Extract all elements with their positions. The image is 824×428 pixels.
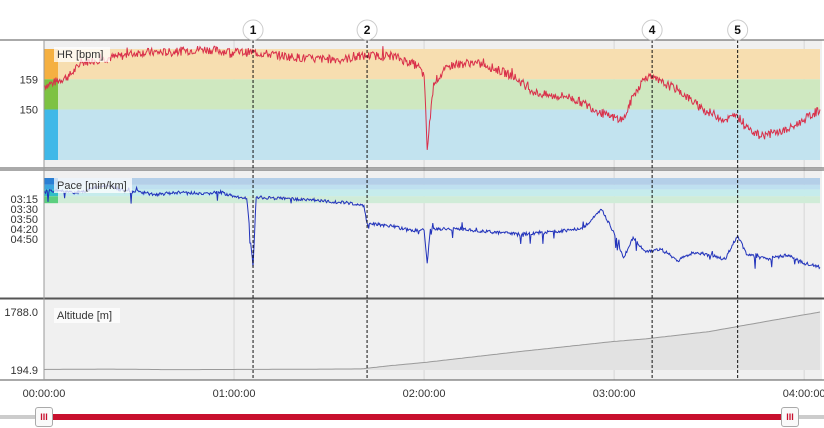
- pace-tick-label: 04:50: [10, 234, 38, 246]
- pace-zone-bar-1: [44, 184, 58, 190]
- pace-tick-label: 04:20: [10, 224, 38, 236]
- hr-zone-bar-2: [44, 109, 58, 160]
- right-range-handle[interactable]: III: [781, 407, 799, 427]
- pace-zone-bar-0: [44, 178, 58, 185]
- hr-tick-label: 150: [20, 105, 38, 117]
- x-axis-ticks: 00:00:00 01:00:00 02:00:00 03:00:00 04:00:00: [23, 388, 824, 400]
- pace-panel-title: Pace [min/km]: [57, 180, 127, 192]
- pace-tick-label: 03:50: [10, 214, 38, 226]
- pace-series-line: [43, 182, 821, 270]
- marker-label-1[interactable]: 1: [250, 23, 257, 37]
- hr-zone-0: [44, 49, 820, 80]
- range-scrollbar[interactable]: III III: [0, 404, 824, 428]
- x-tick-label: 00:00:00: [23, 388, 66, 400]
- pace-tick-label: 03:30: [10, 204, 38, 216]
- lap-markers[interactable]: 1 2 4 5: [242, 19, 749, 380]
- marker-label-5[interactable]: 5: [734, 23, 741, 37]
- hr-title-bg: [54, 47, 110, 62]
- x-tick-label: 01:00:00: [213, 388, 256, 400]
- pace-zone-bar-2: [44, 189, 58, 197]
- pace-zone-bar-3: [44, 196, 58, 204]
- marker-badge-5[interactable]: [727, 19, 749, 41]
- marker-badge-2[interactable]: [356, 19, 378, 41]
- series: [43, 45, 821, 371]
- pace-zone-3: [44, 196, 820, 204]
- altitude-tick-label: 1788.0: [4, 307, 38, 319]
- marker-badge-1[interactable]: [242, 19, 264, 41]
- pace-zone-0: [44, 178, 820, 185]
- marker-label-4[interactable]: 4: [649, 23, 656, 37]
- hr-series-line: [43, 45, 821, 150]
- hr-zone-2: [44, 109, 820, 160]
- hr-zone-bar-1: [44, 79, 58, 110]
- marker-label-2[interactable]: 2: [364, 23, 371, 37]
- pace-tick-label: 03:15: [10, 194, 38, 206]
- zones: [44, 49, 820, 204]
- x-tick-label: 04:00:00: [783, 388, 824, 400]
- pace-title-bg: [54, 178, 132, 193]
- pace-zone-1: [44, 184, 820, 190]
- hr-tick-label: 159: [20, 74, 38, 86]
- panel-borders: [0, 39, 824, 381]
- altitude-title-bg: [54, 308, 120, 323]
- pace-zone-2: [44, 189, 820, 197]
- altitude-panel-title: Altitude [m]: [57, 310, 112, 322]
- hr-panel-title: HR [bpm]: [57, 49, 103, 61]
- x-tick-label: 03:00:00: [593, 388, 636, 400]
- left-range-handle[interactable]: III: [35, 407, 53, 427]
- altitude-series-line: [43, 311, 821, 371]
- altitude-tick-label: 194.9: [10, 365, 38, 377]
- hr-zone-1: [44, 79, 820, 110]
- x-tick-label: 02:00:00: [403, 388, 446, 400]
- scroll-selected-range[interactable]: [44, 414, 790, 420]
- marker-badge-4[interactable]: [641, 19, 663, 41]
- panel-titles: HR [bpm] Pace [min/km] Altitude [m]: [54, 47, 132, 323]
- altitude-area: [44, 312, 820, 370]
